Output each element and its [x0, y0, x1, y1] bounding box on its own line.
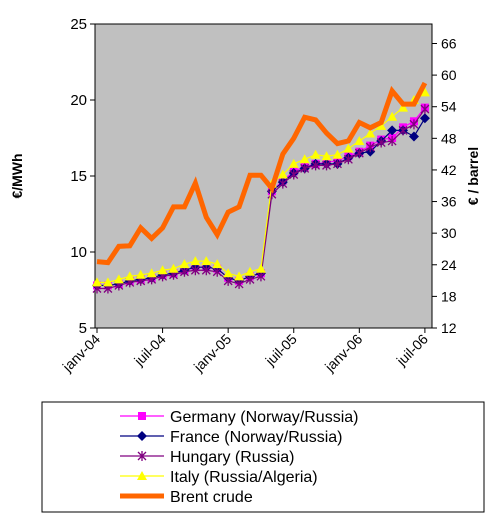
marker: [223, 275, 233, 286]
x-tick-label: janv-06: [321, 331, 366, 376]
y2-tick-label: 36: [441, 194, 457, 210]
marker: [376, 120, 387, 130]
y2-tick-label: 18: [441, 288, 457, 304]
y2-tick-label: 42: [441, 162, 457, 178]
marker: [255, 263, 266, 273]
marker: [398, 125, 408, 136]
y2-tick-label: 48: [441, 130, 457, 146]
marker: [354, 136, 365, 146]
marker: [300, 163, 310, 174]
marker: [201, 256, 212, 266]
marker: [113, 274, 124, 284]
y2-tick-label: 24: [441, 257, 457, 273]
marker: [310, 149, 321, 159]
marker: [332, 149, 343, 159]
marker: [365, 128, 376, 138]
marker: [321, 151, 332, 161]
marker: [245, 266, 256, 276]
legend-label: Brent crude: [170, 489, 253, 506]
y-tick-label: 5: [79, 320, 87, 337]
marker: [277, 169, 288, 179]
marker: [223, 268, 234, 278]
marker: [299, 154, 310, 164]
marker: [376, 137, 386, 148]
marker: [234, 271, 245, 281]
marker: [288, 158, 299, 168]
marker: [190, 256, 201, 266]
marker: [179, 259, 190, 269]
x-tick-label: janv-05: [190, 331, 235, 376]
marker: [322, 160, 331, 171]
marker: [201, 265, 211, 276]
marker: [408, 131, 419, 142]
x-tick-label: juil-04: [130, 331, 169, 370]
marker: [137, 431, 147, 441]
marker: [124, 271, 135, 281]
marker: [387, 125, 398, 136]
marker: [278, 178, 288, 189]
marker: [333, 158, 342, 169]
marker: [146, 268, 157, 278]
marker: [409, 119, 419, 130]
y2-tick-label: 66: [441, 35, 457, 51]
marker: [245, 274, 255, 285]
marker: [343, 143, 354, 153]
x-tick-label: janv-04: [59, 331, 104, 376]
marker: [137, 471, 147, 480]
legend-label: France (Norway/Russia): [170, 429, 342, 446]
marker: [179, 266, 189, 277]
marker: [135, 269, 146, 279]
marker: [365, 142, 375, 153]
marker: [354, 148, 364, 159]
y-tick-label: 25: [70, 16, 87, 33]
marker: [419, 87, 430, 97]
marker: [398, 102, 409, 112]
marker: [168, 263, 179, 273]
series-line: [96, 81, 428, 266]
marker: [419, 113, 430, 124]
y2-tick-label: 12: [441, 320, 457, 336]
marker: [289, 169, 299, 180]
marker: [92, 277, 102, 287]
marker: [190, 265, 200, 276]
marker: [137, 451, 147, 461]
legend-label: Italy (Russia/Algeria): [170, 469, 318, 486]
y2-tick-label: 54: [441, 99, 457, 115]
y-tick-label: 15: [70, 168, 87, 185]
marker: [256, 271, 266, 282]
legend: [41, 401, 485, 513]
marker: [234, 278, 244, 289]
y-axis-label: €/MWh: [9, 153, 25, 198]
x-tick-label: juil-06: [393, 331, 432, 370]
marker: [212, 266, 222, 277]
marker: [387, 111, 398, 121]
y2-axis-label: € / barrel: [465, 147, 481, 205]
marker: [387, 136, 397, 147]
y-tick-label: 20: [70, 92, 87, 109]
y2-tick-label: 30: [441, 225, 457, 241]
marker: [138, 412, 146, 420]
marker: [157, 265, 168, 275]
legend-label: Germany (Norway/Russia): [170, 409, 358, 426]
marker: [212, 259, 223, 269]
marker: [311, 160, 321, 171]
x-tick-label: juil-05: [261, 331, 300, 370]
marker: [102, 277, 113, 287]
marker: [420, 104, 430, 115]
marker: [343, 154, 353, 165]
legend-label: Hungary (Russia): [170, 449, 294, 466]
y-tick-label: 10: [70, 244, 87, 261]
y2-tick-label: 60: [441, 67, 457, 83]
